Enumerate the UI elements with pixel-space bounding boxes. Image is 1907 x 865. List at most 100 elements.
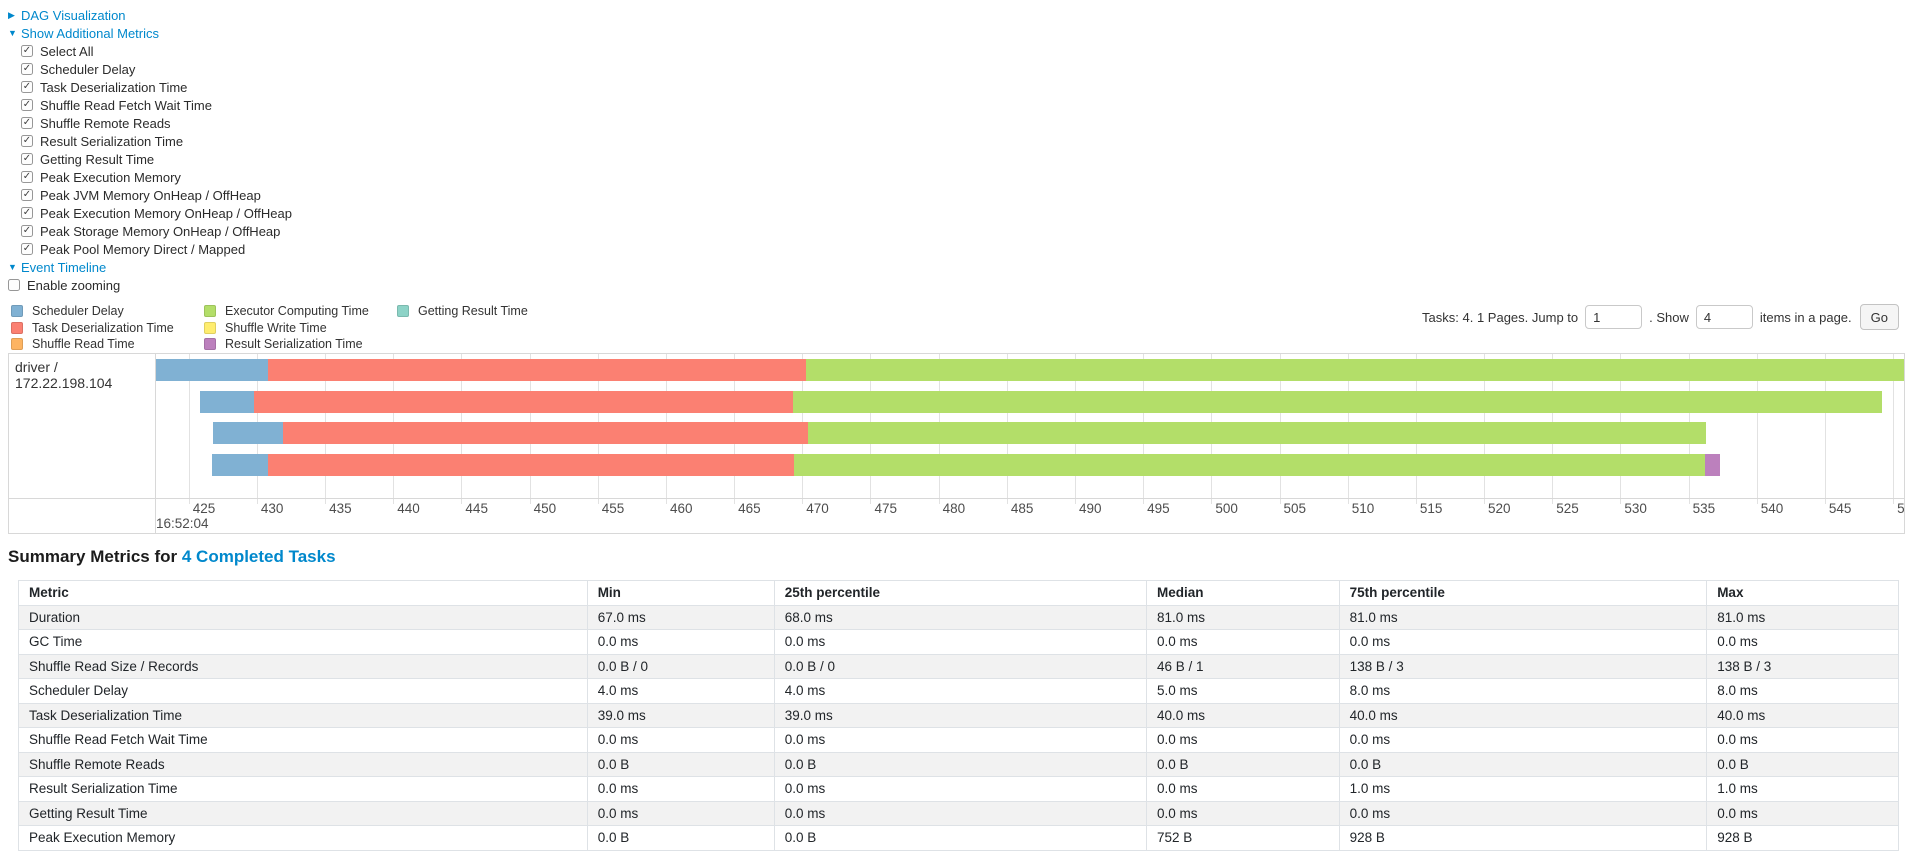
x-axis-tick-label: 520 — [1488, 501, 1511, 516]
toggle-show-additional-metrics[interactable]: ▼ Show Additional Metrics — [8, 24, 1907, 42]
task-segment-scheduler_delay[interactable] — [211, 453, 268, 476]
metric-checkbox[interactable]: ✓ — [21, 189, 33, 201]
metric-value-cell: 40.0 ms — [1706, 702, 1899, 728]
metric-value-cell: 4.0 ms — [586, 678, 775, 704]
dag-visualization-label: DAG Visualization — [21, 7, 126, 23]
table-body: Duration 67.0 ms 68.0 ms 81.0 ms 81.0 ms 81.0… — [18, 604, 1899, 851]
legend-swatch — [11, 305, 23, 318]
x-axis-tick-label: 475 — [874, 501, 897, 516]
metric-checkbox[interactable]: ✓ — [21, 243, 33, 255]
metric-checkbox[interactable]: ✓ — [21, 153, 33, 165]
legend-swatch — [204, 321, 216, 334]
task-segment-scheduler_delay[interactable] — [199, 390, 255, 413]
metric-value-cell: 0.0 B — [1706, 751, 1899, 777]
metric-value-cell: 0.0 ms — [1145, 727, 1340, 753]
x-axis-tick-label: 500 — [1215, 501, 1238, 516]
metric-value-cell: 0.0 ms — [1706, 727, 1899, 753]
x-axis-tick-label: 545 — [1828, 501, 1852, 516]
x-axis-tick-label: 490 — [1078, 501, 1102, 516]
task-segment-task_deserialization[interactable] — [267, 359, 807, 381]
pagination-show-text: . Show — [1649, 309, 1689, 325]
metric-value-cell: 138 B / 3 — [1338, 653, 1708, 679]
metric-value-cell: 0.0 ms — [773, 727, 1147, 753]
metric-checkbox[interactable]: ✓ — [21, 225, 33, 237]
task-pagination: Tasks: 4. 1 Pages. Jump to . Show items … — [1422, 304, 1899, 330]
completed-tasks-link[interactable]: 4 Completed Tasks — [181, 547, 336, 566]
checkbox-item: ✓ Peak Execution Memory OnHeap / OffHeap — [21, 204, 1907, 222]
legend-item: Scheduler Delay — [11, 303, 204, 320]
legend-label: Getting Result Time — [418, 304, 528, 319]
metric-value-cell: 0.0 ms — [586, 800, 775, 826]
metric-name-cell: Shuffle Read Fetch Wait Time — [18, 727, 588, 753]
legend-label: Shuffle Write Time — [225, 320, 327, 335]
task-segment-task_deserialization[interactable] — [282, 422, 808, 444]
metric-name-cell: Peak Execution Memory — [18, 825, 588, 851]
toggle-dag-visualization[interactable]: ▶ DAG Visualization — [8, 6, 1907, 24]
table-row: Shuffle Read Fetch Wait Time 0.0 ms 0.0 ms… — [18, 727, 1899, 753]
legend-swatch — [11, 321, 23, 334]
checkbox-item: ✓ Peak Pool Memory Direct / Mapped — [21, 240, 1907, 258]
task-segment-executor_computing[interactable] — [807, 422, 1707, 444]
metric-checkbox[interactable]: ✓ — [21, 99, 33, 111]
legend-label: Shuffle Read Time — [32, 337, 135, 352]
task-segment-result_serialization[interactable] — [1704, 453, 1720, 476]
metric-value-cell: 0.0 ms — [1145, 800, 1340, 826]
checkbox-item: ✓ Task Deserialization Time — [21, 78, 1907, 96]
metric-checkbox[interactable]: ✓ — [21, 45, 33, 57]
metric-checkbox-label: Peak Pool Memory Direct / Mapped — [40, 241, 246, 257]
x-axis-tick-label: 515 — [1419, 501, 1443, 516]
metric-checkbox[interactable]: ✓ — [21, 207, 33, 219]
timeline-group-label: driver / 172.22.198.104 — [15, 359, 113, 391]
legend-swatch — [204, 305, 216, 318]
metric-value-cell: 0.0 ms — [1338, 800, 1708, 826]
go-button[interactable]: Go — [1859, 304, 1899, 330]
metric-checkbox[interactable]: ✓ — [21, 63, 33, 75]
metric-name-cell: Shuffle Remote Reads — [18, 751, 588, 777]
task-segment-task_deserialization[interactable] — [254, 390, 793, 413]
gridline — [188, 354, 190, 504]
metric-value-cell: 0.0 ms — [586, 727, 775, 753]
metric-value-cell: 1.0 ms — [1338, 776, 1708, 802]
metric-checkbox[interactable]: ✓ — [21, 81, 33, 93]
metric-name-cell: Scheduler Delay — [18, 678, 588, 704]
toggle-event-timeline[interactable]: ▼ Event Timeline — [8, 258, 1907, 276]
legend-pagination-band: Scheduler Delay Task Deserialization Time… — [8, 303, 1899, 353]
task-segment-scheduler_delay[interactable] — [213, 422, 283, 444]
metric-checkbox[interactable]: ✓ — [21, 171, 33, 183]
metric-value-cell: 0.0 ms — [1706, 629, 1899, 655]
metric-value-cell: 0.0 B — [773, 751, 1147, 777]
metric-value-cell: 0.0 ms — [1338, 727, 1708, 753]
task-segment-executor_computing[interactable] — [794, 453, 1705, 476]
metric-value-cell: 40.0 ms — [1145, 702, 1340, 728]
summary-title: Summary Metrics for 4 Completed Tasks — [8, 547, 1907, 567]
task-segment-scheduler_delay[interactable] — [156, 359, 268, 381]
x-axis-tick-label: 430 — [260, 501, 284, 516]
caret-right-icon: ▶ — [8, 10, 15, 20]
metric-checkbox[interactable]: ✓ — [21, 135, 33, 147]
jump-to-page-input[interactable] — [1585, 305, 1643, 329]
metric-checkbox[interactable]: ✓ — [21, 117, 33, 129]
column-header: Metric — [18, 580, 588, 606]
items-per-page-input[interactable] — [1695, 305, 1753, 329]
enable-zooming-checkbox[interactable] — [8, 279, 20, 291]
metric-checkbox-label: Shuffle Remote Reads — [40, 115, 171, 131]
legend-item: Shuffle Write Time — [204, 320, 397, 337]
metric-checkbox-label: Result Serialization Time — [40, 133, 184, 149]
metric-value-cell: 928 B — [1706, 825, 1899, 851]
task-segment-task_deserialization[interactable] — [267, 453, 795, 476]
metric-value-cell: 0.0 B / 0 — [586, 653, 775, 679]
metric-value-cell: 81.0 ms — [1145, 604, 1340, 630]
legend-column: Executor Computing Time Shuffle Write Tim… — [204, 303, 397, 353]
table-header-row: Metric Min 25th percentile Median 75th perce… — [18, 580, 1899, 606]
checkbox-item: ✓ Select All — [21, 42, 1907, 60]
metric-checkbox-label: Task Deserialization Time — [40, 79, 188, 95]
task-segment-executor_computing[interactable] — [806, 359, 1904, 381]
caret-down-icon: ▼ — [8, 28, 17, 38]
gridline — [1756, 354, 1758, 504]
x-axis-tick-label: 465 — [738, 501, 761, 516]
legend-swatch — [204, 338, 216, 351]
task-segment-executor_computing[interactable] — [792, 390, 1883, 413]
x-axis-tick-label: 460 — [669, 501, 693, 516]
x-axis-tick-label: 435 — [329, 501, 352, 516]
column-header: 25th percentile — [773, 580, 1147, 606]
